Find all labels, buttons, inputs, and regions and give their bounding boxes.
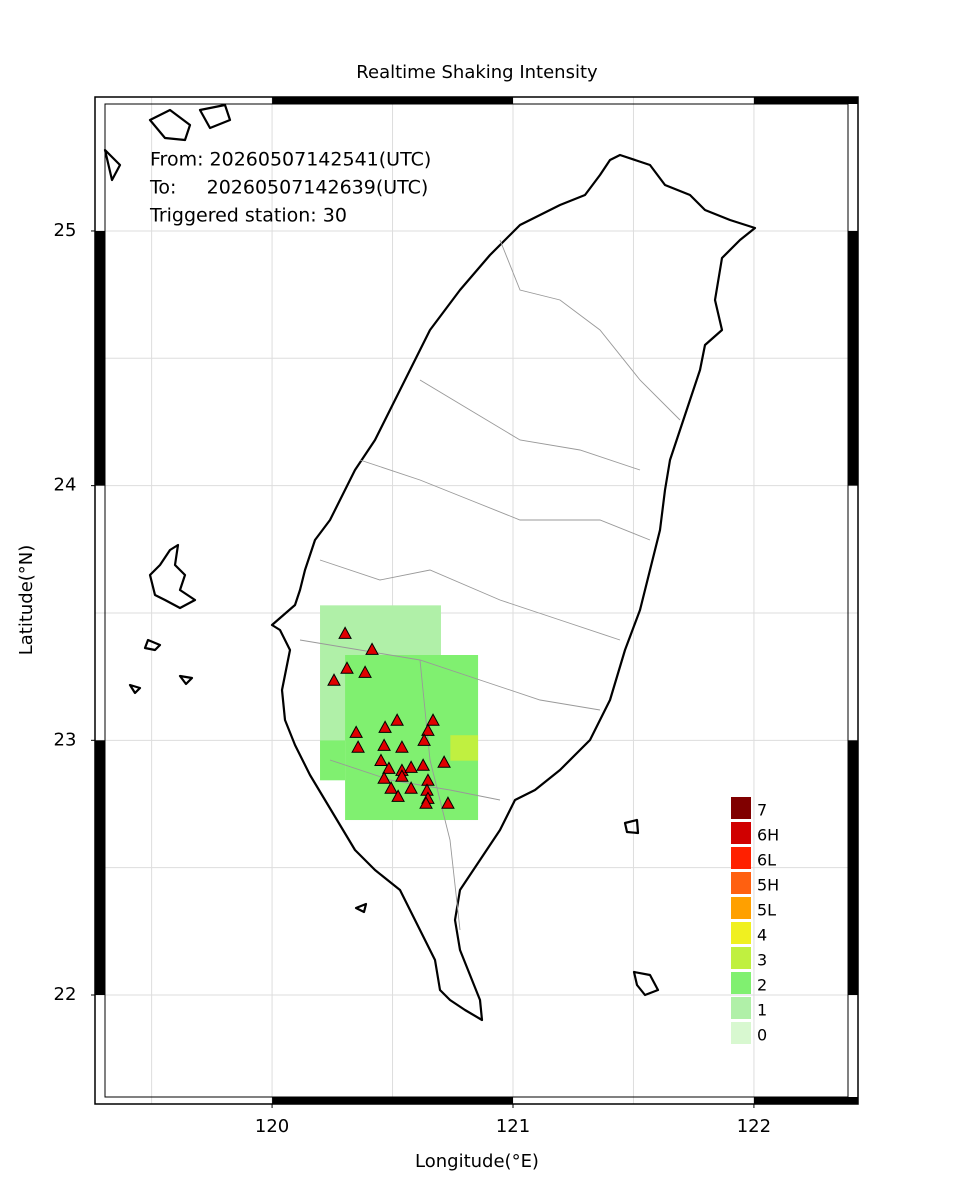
station-marker [358, 665, 372, 678]
station-marker [327, 673, 341, 686]
frame-bar [753, 1097, 858, 1104]
station-marker [404, 760, 418, 773]
station-marker [377, 771, 391, 784]
legend-label: 3 [757, 951, 767, 970]
intensity-cell [320, 740, 346, 781]
legend-label: 4 [757, 926, 767, 945]
liuqiu [354, 902, 368, 914]
legend-label: 0 [757, 1026, 767, 1045]
legend: 0 1 2 3 4 5L 5H 6L 6H 7 [731, 797, 779, 1045]
station-marker [365, 642, 379, 655]
y-tick-label: 25 [54, 220, 77, 241]
legend-swatch [731, 847, 751, 869]
chart-title: Realtime Shaking Intensity [356, 62, 598, 83]
legend-swatch [731, 822, 751, 844]
intensity-cell [450, 735, 479, 761]
x-tick-label: 120 [255, 1116, 289, 1137]
legend-swatch [731, 922, 751, 944]
station-marker [390, 713, 404, 726]
station-marker [391, 789, 405, 802]
station-marker [417, 733, 431, 746]
legend-label: 6L [757, 851, 776, 870]
station-marker [340, 661, 354, 674]
legend-swatch [731, 797, 751, 819]
x-axis-label: Longitude(°E) [415, 1151, 539, 1172]
station-marker [404, 781, 418, 794]
legend-swatch [731, 972, 751, 994]
station-marker [384, 781, 398, 794]
coastline [103, 103, 757, 1022]
green-island [623, 818, 640, 835]
legend-label: 7 [757, 801, 767, 820]
annotation: From: 20260507142541(UTC) [150, 149, 431, 171]
legend-swatch [731, 897, 751, 919]
legend-swatch [731, 872, 751, 894]
legend-swatch [731, 997, 751, 1019]
frame-bar [95, 740, 105, 995]
grid [95, 97, 858, 1104]
legend-label: 5H [757, 876, 779, 895]
legend-swatch [731, 1022, 751, 1044]
station-marker [378, 720, 392, 733]
station-marker [437, 755, 451, 768]
station-marker [395, 740, 409, 753]
station-marker [377, 738, 391, 751]
intensity-cells [320, 605, 479, 821]
frame-bar [272, 1097, 513, 1104]
county-borders [299, 239, 681, 931]
taiwan-coast [270, 153, 757, 1022]
station-marker [426, 713, 440, 726]
annotation: Triggered station: 30 [149, 205, 347, 227]
orchid-island [632, 970, 660, 997]
frame-bar [848, 230, 858, 486]
legend-label: 6H [757, 826, 779, 845]
legend-label: 2 [757, 976, 767, 995]
frame-bar [753, 97, 858, 104]
station-marker [374, 753, 388, 766]
station-marker [416, 758, 430, 771]
legend-swatch [731, 947, 751, 969]
station-marker [349, 725, 364, 738]
station-marker [382, 761, 396, 774]
stations [327, 626, 455, 809]
y-axis-label: Latitude(°N) [16, 545, 37, 656]
kinmen-matsu [103, 103, 232, 182]
frame-bar [848, 740, 858, 995]
station-marker [441, 796, 455, 809]
x-tick-label: 122 [737, 1116, 771, 1137]
station-marker [421, 723, 435, 736]
y-tick-label: 22 [54, 984, 77, 1005]
frame-bar [272, 97, 513, 104]
x-tick-label: 121 [496, 1116, 530, 1137]
station-marker [338, 626, 352, 639]
frame-bar [95, 230, 105, 486]
legend-label: 5L [757, 901, 776, 920]
penghu-islands [128, 543, 197, 695]
station-marker [419, 796, 433, 809]
y-tick-label: 23 [54, 729, 77, 750]
y-tick-label: 24 [54, 475, 77, 496]
legend-label: 1 [757, 1001, 767, 1020]
annotation: To: 20260507142639(UTC) [149, 177, 428, 199]
station-marker [395, 769, 409, 782]
station-marker [351, 740, 365, 753]
